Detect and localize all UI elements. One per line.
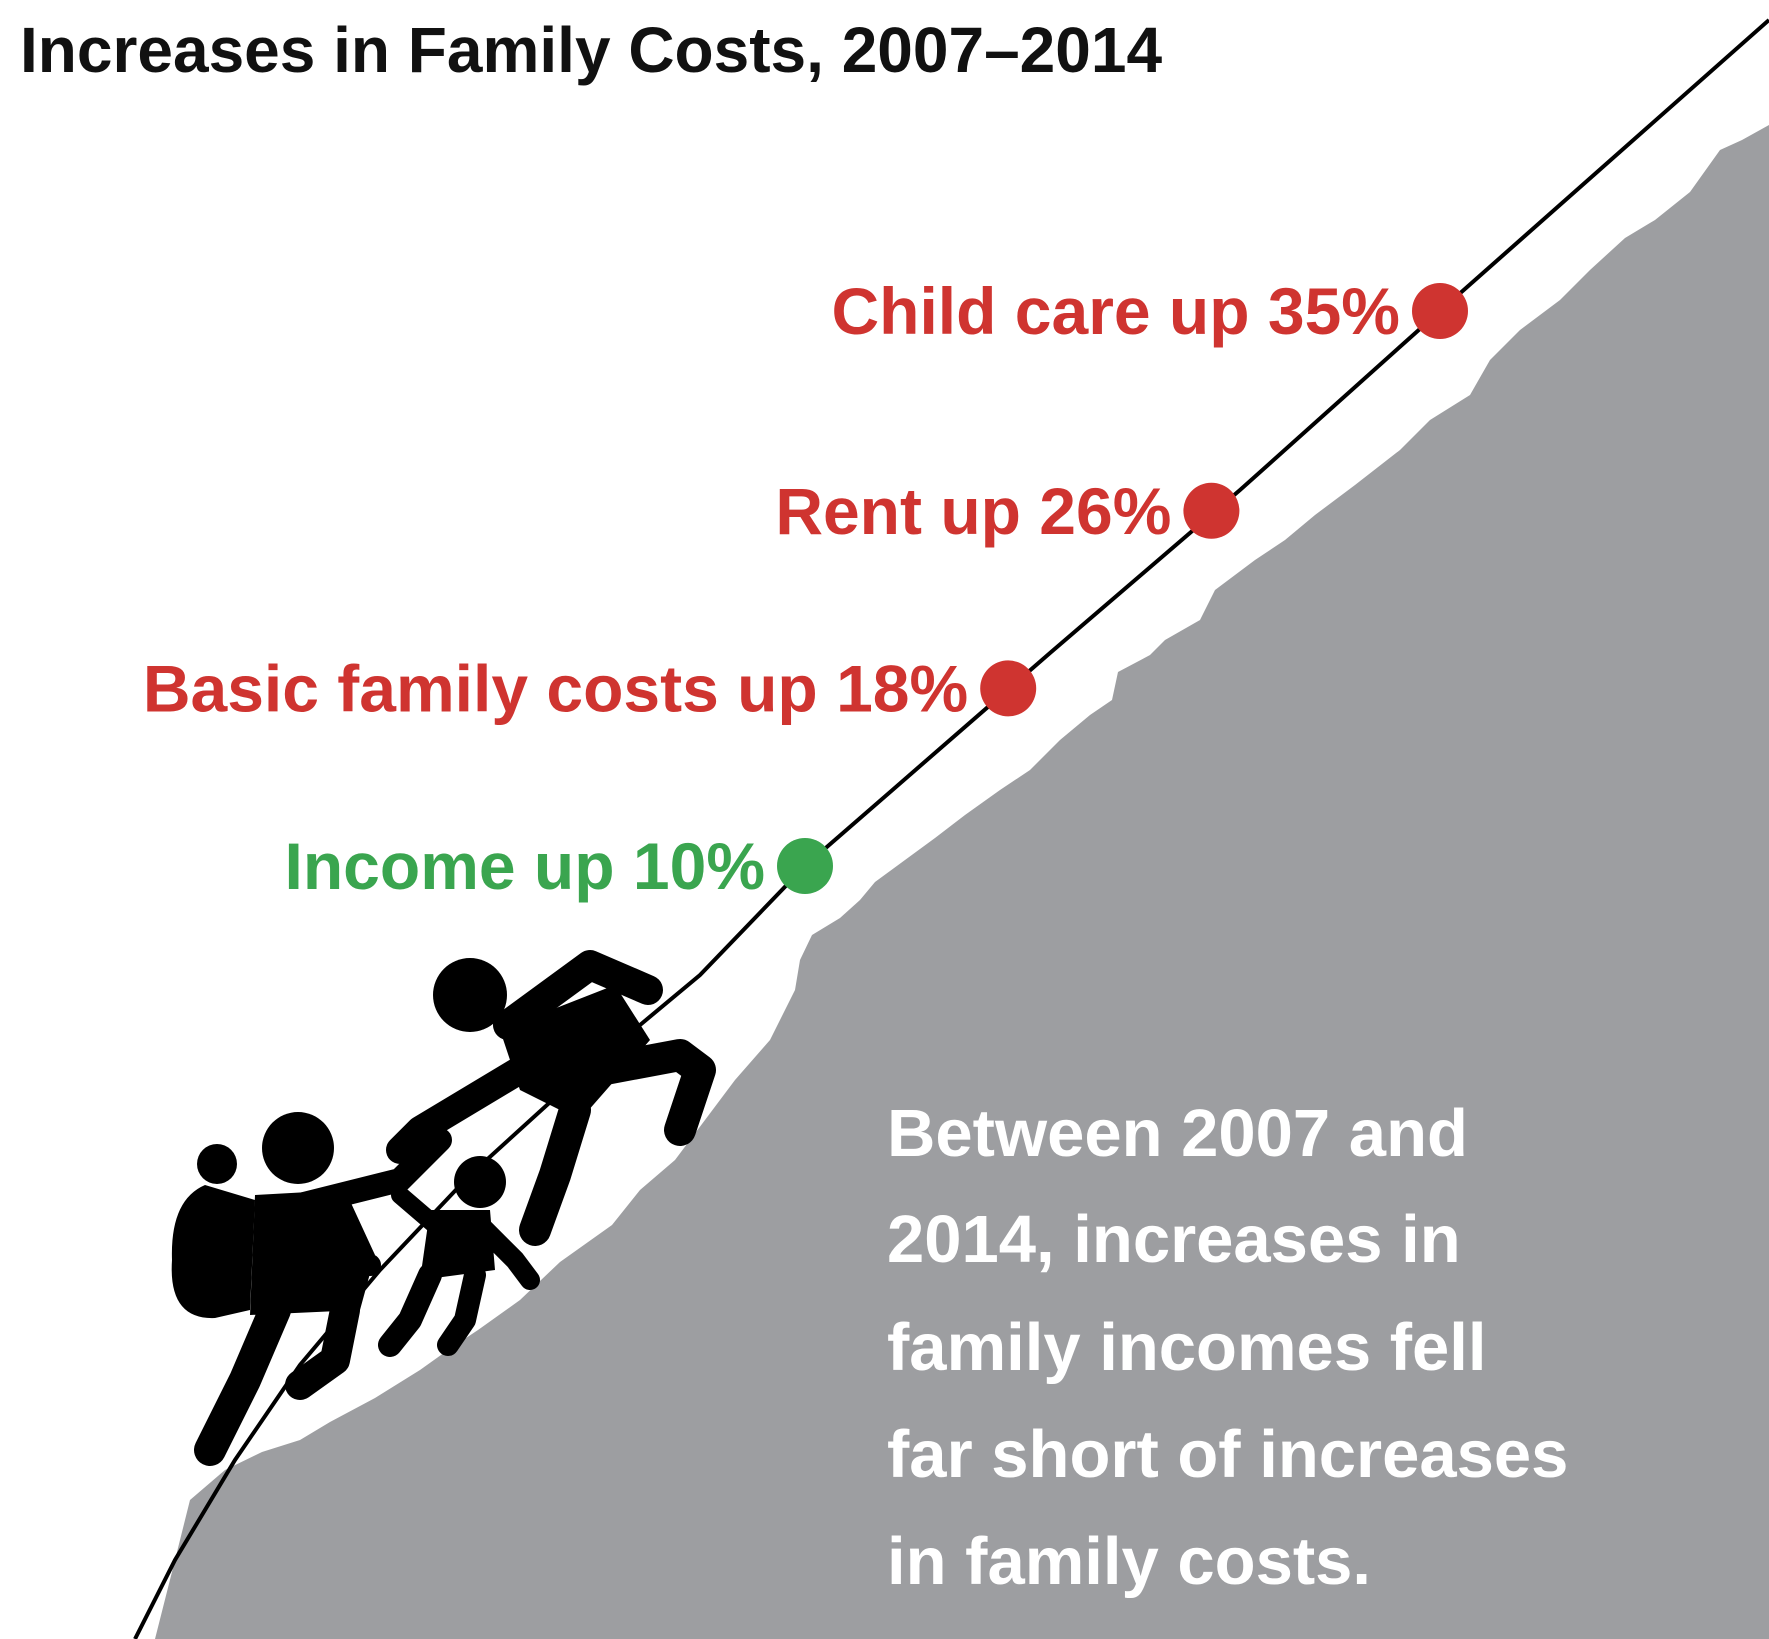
caption-line: 2014, increases in (887, 1202, 1461, 1277)
data-point-rent (1183, 482, 1240, 539)
family-climbing-mountain-icon (171, 950, 716, 1466)
caption-line: far short of increases (887, 1417, 1568, 1492)
data-label-rent: Rent up 26% (775, 474, 1171, 548)
data-points: Income up 10% Basic family costs up 18% Re… (143, 274, 1468, 903)
chart-title: Increases in Family Costs, 2007–2014 (20, 14, 1162, 86)
data-point-income (777, 838, 833, 894)
data-label-income: Income up 10% (285, 829, 765, 903)
data-point-basic-family-costs (980, 660, 1037, 717)
caption-line: family incomes fell (887, 1310, 1487, 1385)
mountain-shape (155, 125, 1769, 1639)
data-label-basic-family-costs: Basic family costs up 18% (143, 651, 968, 725)
caption-line: Between 2007 and (887, 1096, 1468, 1171)
caption-line: in family costs. (887, 1524, 1371, 1599)
data-label-child-care: Child care up 35% (831, 274, 1400, 348)
data-point-child-care (1412, 283, 1468, 339)
caption-text: Between 2007 and 2014, increases in fami… (887, 1096, 1568, 1599)
